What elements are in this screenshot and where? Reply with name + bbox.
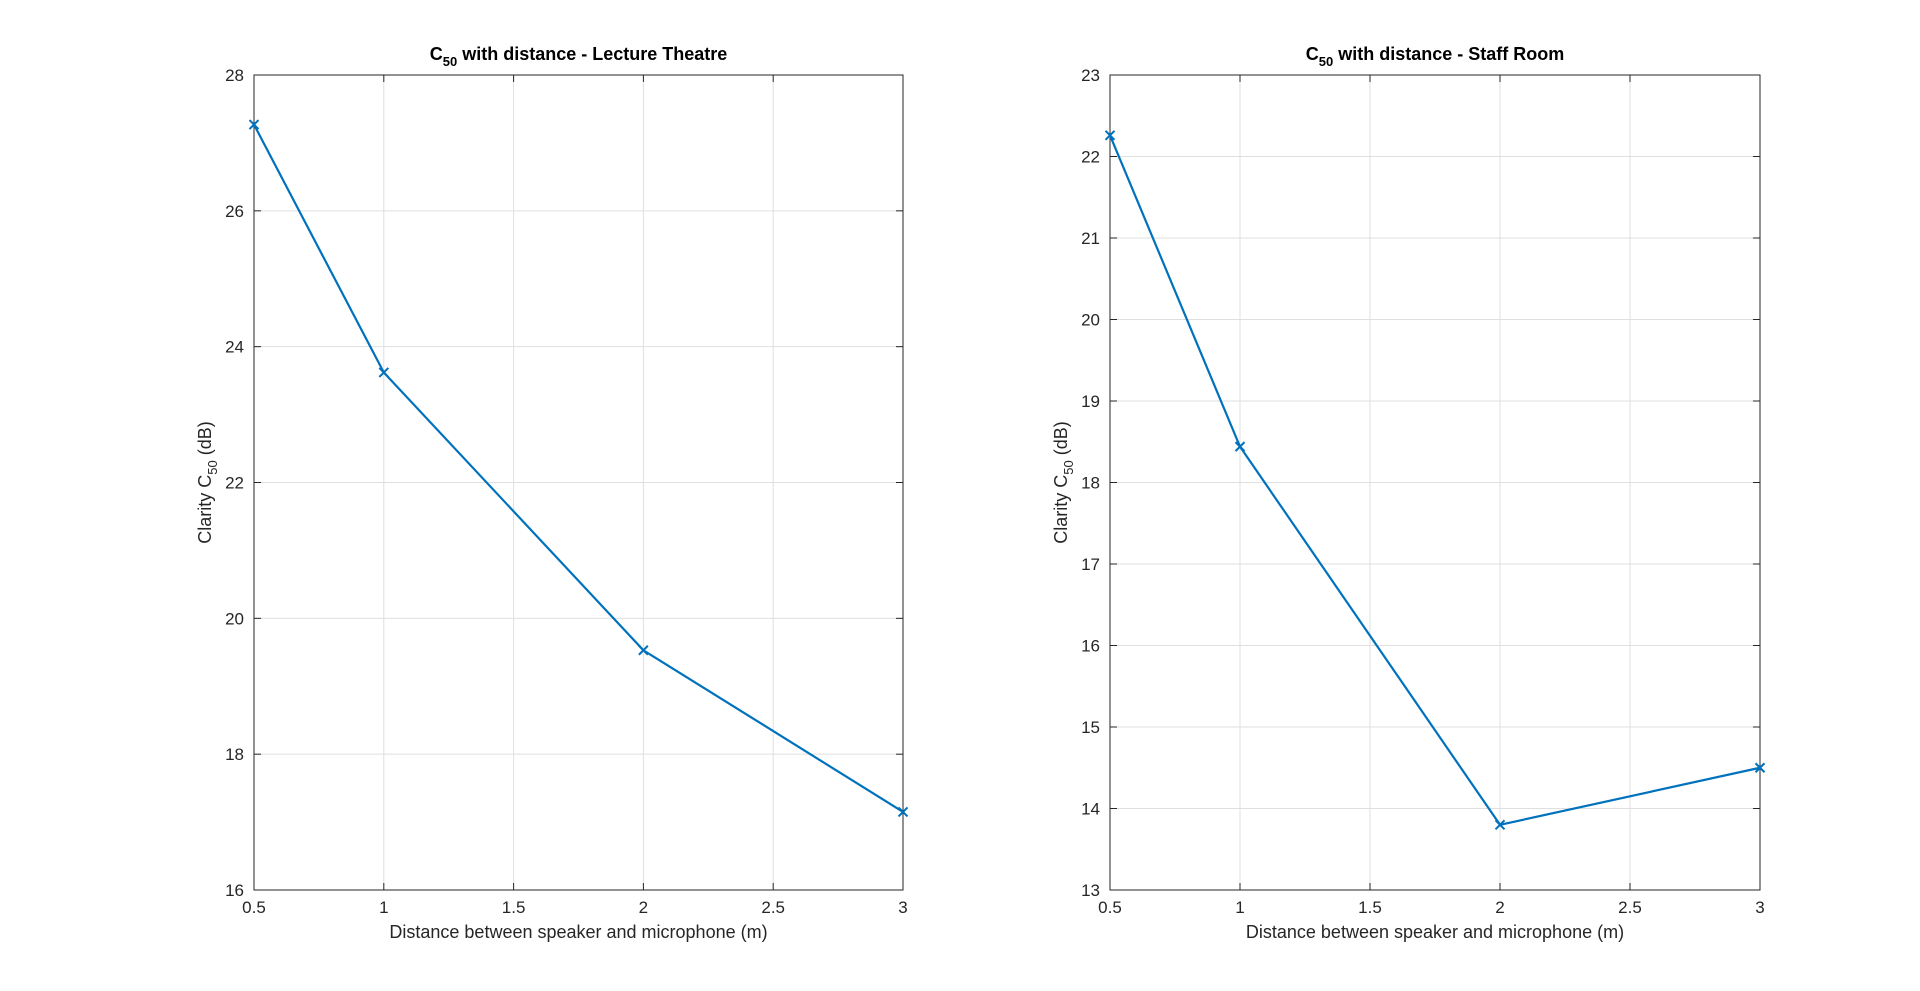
y-tick-label: 14 <box>1081 800 1100 819</box>
x-tick-label: 1 <box>379 898 388 917</box>
data-point-marker <box>378 367 390 378</box>
y-tick-label: 20 <box>1081 311 1100 330</box>
data-point-marker <box>897 806 909 818</box>
ylabel-text: Clarity C <box>1051 475 1071 544</box>
x-axis-label: Distance between speaker and microphone … <box>389 922 767 942</box>
y-tick-label: 18 <box>225 745 244 764</box>
data-point-marker <box>1754 762 1766 773</box>
y-tick-label: 16 <box>225 881 244 900</box>
marker-stroke <box>248 119 260 130</box>
chart-title: C50 with distance - Lecture Theatre <box>430 44 728 69</box>
data-point-marker <box>1104 130 1116 141</box>
title-subscript: 50 <box>443 54 457 69</box>
x-tick-label: 0.5 <box>1098 898 1122 917</box>
marker-stroke <box>897 806 909 818</box>
y-tick-label: 20 <box>225 609 244 628</box>
x-tick-label: 1.5 <box>1358 898 1382 917</box>
marker-stroke <box>1494 819 1506 831</box>
y-tick-label: 19 <box>1081 392 1100 411</box>
y-tick-label: 13 <box>1081 881 1100 900</box>
title-text: C <box>430 44 443 64</box>
data-point-marker <box>1234 441 1246 452</box>
series-line <box>1108 134 1761 826</box>
y-tick-label: 16 <box>1081 637 1100 656</box>
x-tick-label: 3 <box>1755 898 1764 917</box>
x-tick-label: 1.5 <box>502 898 526 917</box>
x-tick-label: 2 <box>639 898 648 917</box>
y-tick-label: 21 <box>1081 229 1100 248</box>
ylabel-text: Clarity C <box>195 475 215 544</box>
y-tick-label: 28 <box>225 66 244 85</box>
x-axis-label: Distance between speaker and microphone … <box>1246 922 1624 942</box>
title-text-rest: with distance - Lecture Theatre <box>457 44 727 64</box>
series-line <box>253 124 904 813</box>
x-tick-label: 2 <box>1495 898 1504 917</box>
data-point-marker <box>248 119 260 130</box>
ylabel-text-rest: (dB) <box>195 421 215 460</box>
y-tick-label: 18 <box>1081 474 1100 493</box>
title-text-rest: with distance - Staff Room <box>1333 44 1564 64</box>
y-axis-label: Clarity C50 (dB) <box>195 421 220 544</box>
chart-title: C50 with distance - Staff Room <box>1306 44 1564 69</box>
y-tick-label: 22 <box>1081 148 1100 167</box>
y-tick-label: 22 <box>225 474 244 493</box>
marker-stroke <box>1104 130 1116 141</box>
x-tick-label: 3 <box>898 898 907 917</box>
y-tick-label: 24 <box>225 338 244 357</box>
data-point-marker <box>638 645 649 656</box>
title-subscript: 50 <box>1319 54 1333 69</box>
marker-stroke <box>638 645 649 656</box>
x-tick-label: 2.5 <box>761 898 785 917</box>
x-tick-label: 1 <box>1235 898 1244 917</box>
ylabel-subscript: 50 <box>205 460 220 474</box>
title-text: C <box>1306 44 1319 64</box>
marker-stroke <box>378 367 390 378</box>
y-tick-label: 26 <box>225 202 244 221</box>
y-axis-label: Clarity C50 (dB) <box>1051 421 1076 544</box>
y-tick-label: 17 <box>1081 555 1100 574</box>
x-tick-label: 0.5 <box>242 898 266 917</box>
y-tick-label: 23 <box>1081 66 1100 85</box>
marker-stroke <box>1234 441 1246 452</box>
x-tick-label: 2.5 <box>1618 898 1642 917</box>
y-tick-label: 15 <box>1081 718 1100 737</box>
ylabel-text-rest: (dB) <box>1051 421 1071 460</box>
ylabel-subscript: 50 <box>1061 460 1076 474</box>
data-point-marker <box>1494 819 1506 831</box>
marker-stroke <box>1754 762 1766 773</box>
